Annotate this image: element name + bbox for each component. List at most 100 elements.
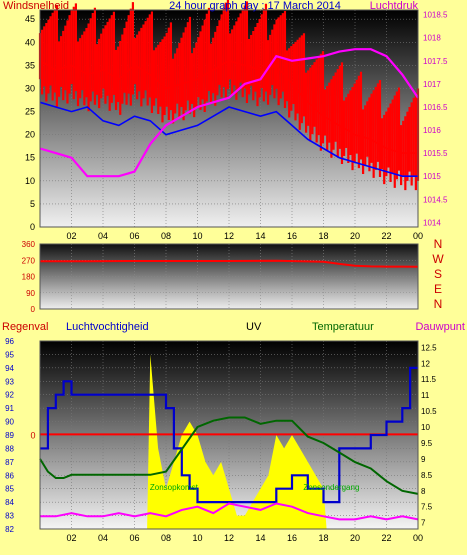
- x-tick-label: 22: [381, 231, 391, 241]
- compass-label: N: [434, 297, 443, 311]
- x-tick-label: 02: [66, 231, 76, 241]
- x-tick-label: 04: [98, 231, 108, 241]
- humidity-line: [40, 366, 418, 504]
- left-tick-label: 92: [5, 391, 14, 400]
- right-tick-label: 1018.5: [423, 11, 448, 20]
- left-tick-label: 94: [5, 364, 14, 373]
- temperature-line: [39, 416, 419, 495]
- x-tick-label: 20: [350, 533, 360, 543]
- x-tick-label: 16: [287, 533, 297, 543]
- x-tick-label: 16: [287, 231, 297, 241]
- right-tick-label: 7.5: [421, 503, 433, 512]
- wind-direction-line: [40, 259, 419, 268]
- right-tick-label: 9: [421, 455, 426, 464]
- left-tick-label: 10: [25, 176, 35, 186]
- plot-border: [39, 9, 419, 228]
- left-tick-label: 270: [22, 256, 36, 265]
- humidity-label: Luchtvochtigheid: [66, 321, 149, 333]
- sunset-label: Zonsondergang: [303, 483, 359, 492]
- left-tick-label: 88: [5, 444, 14, 453]
- dewpoint-label: Dauwpunt: [415, 321, 465, 333]
- rain-label: Regenval: [2, 321, 48, 333]
- right-tick-label: 11: [421, 391, 430, 400]
- right-tick-label: 12.5: [421, 343, 437, 352]
- x-tick-label: 12: [224, 533, 234, 543]
- left-tick-label: 30: [25, 83, 35, 93]
- x-tick-label: 08: [161, 231, 171, 241]
- x-tick-label: 18: [318, 231, 328, 241]
- left-tick-label: 45: [25, 14, 35, 24]
- right-tick-label: 10: [421, 423, 430, 432]
- x-tick-label: 14: [255, 231, 265, 241]
- left-tick-label: 93: [5, 377, 14, 386]
- compass-label: W: [432, 252, 444, 266]
- left-tick-label: 83: [5, 512, 14, 521]
- x-tick-label: 18: [318, 533, 328, 543]
- left-tick-label: 35: [25, 60, 35, 70]
- compass-label: E: [434, 282, 442, 296]
- compass-label: S: [434, 267, 442, 281]
- right-tick-label: 1017.5: [423, 57, 448, 66]
- left-tick-label: 96: [5, 337, 14, 346]
- x-tick-label: 12: [224, 231, 234, 241]
- left-tick-label: 0: [31, 305, 36, 314]
- wind-average-line: [39, 101, 418, 177]
- x-tick-label: 22: [381, 533, 391, 543]
- left-tick-label: 95: [5, 350, 14, 359]
- left-tick-label: 90: [26, 289, 35, 298]
- left-tick-label: 40: [25, 37, 35, 47]
- uv-area: [147, 354, 327, 529]
- uv-label: UV: [246, 321, 262, 333]
- right-tick-label: 1018: [423, 34, 441, 43]
- right-tick-label: 9.5: [421, 439, 433, 448]
- right-tick-label: 1015.5: [423, 149, 448, 158]
- right-tick-label: 1017: [423, 80, 441, 89]
- left-tick-label: 82: [5, 525, 14, 534]
- left-tick-label: 89: [5, 431, 14, 440]
- right-tick-label: 12: [421, 359, 430, 368]
- rain-tick-label: 0: [30, 430, 35, 440]
- left-tick-label: 180: [22, 273, 36, 282]
- x-tick-label: 06: [129, 533, 139, 543]
- right-tick-label: 8: [421, 487, 426, 496]
- left-tick-label: 0: [30, 222, 35, 232]
- right-tick-label: 1015: [423, 172, 441, 181]
- left-tick-label: 84: [5, 498, 14, 507]
- right-tick-label: 1016.5: [423, 103, 448, 112]
- left-tick-label: 86: [5, 471, 14, 480]
- left-tick-label: 25: [25, 107, 35, 117]
- x-tick-label: 00: [413, 231, 423, 241]
- x-tick-label: 20: [350, 231, 360, 241]
- dewpoint-line: [40, 502, 419, 521]
- plot-border: [39, 243, 419, 310]
- right-tick-label: 8.5: [421, 471, 433, 480]
- sunrise-label: Zonsopkomst: [150, 483, 199, 492]
- left-tick-label: 360: [22, 240, 36, 249]
- plot-border: [39, 340, 419, 530]
- left-tick-label: 90: [5, 418, 14, 427]
- right-axis-title: Luchtdruk: [370, 0, 419, 12]
- right-tick-label: 1014.5: [423, 195, 448, 204]
- x-tick-label: 10: [192, 533, 202, 543]
- right-tick-label: 1016: [423, 126, 441, 135]
- left-axis-title: Windsnelheid: [3, 0, 69, 12]
- chart-title: 24 hour graph day : 17 March 2014: [169, 0, 341, 12]
- x-tick-label: 00: [413, 533, 423, 543]
- wind-speed-line: [39, 59, 418, 154]
- x-tick-label: 06: [129, 231, 139, 241]
- x-tick-label: 14: [255, 533, 265, 543]
- left-tick-label: 87: [5, 458, 14, 467]
- left-tick-label: 5: [30, 199, 35, 209]
- left-tick-label: 91: [5, 404, 14, 413]
- right-tick-label: 1014: [423, 218, 441, 227]
- x-tick-label: 08: [161, 533, 171, 543]
- left-tick-label: 85: [5, 485, 14, 494]
- compass-label: N: [434, 237, 443, 251]
- left-tick-label: 15: [25, 153, 35, 163]
- x-tick-label: 04: [98, 533, 108, 543]
- x-tick-label: 10: [192, 231, 202, 241]
- right-tick-label: 7: [421, 519, 426, 528]
- x-tick-label: 02: [66, 533, 76, 543]
- left-tick-label: 20: [25, 130, 35, 140]
